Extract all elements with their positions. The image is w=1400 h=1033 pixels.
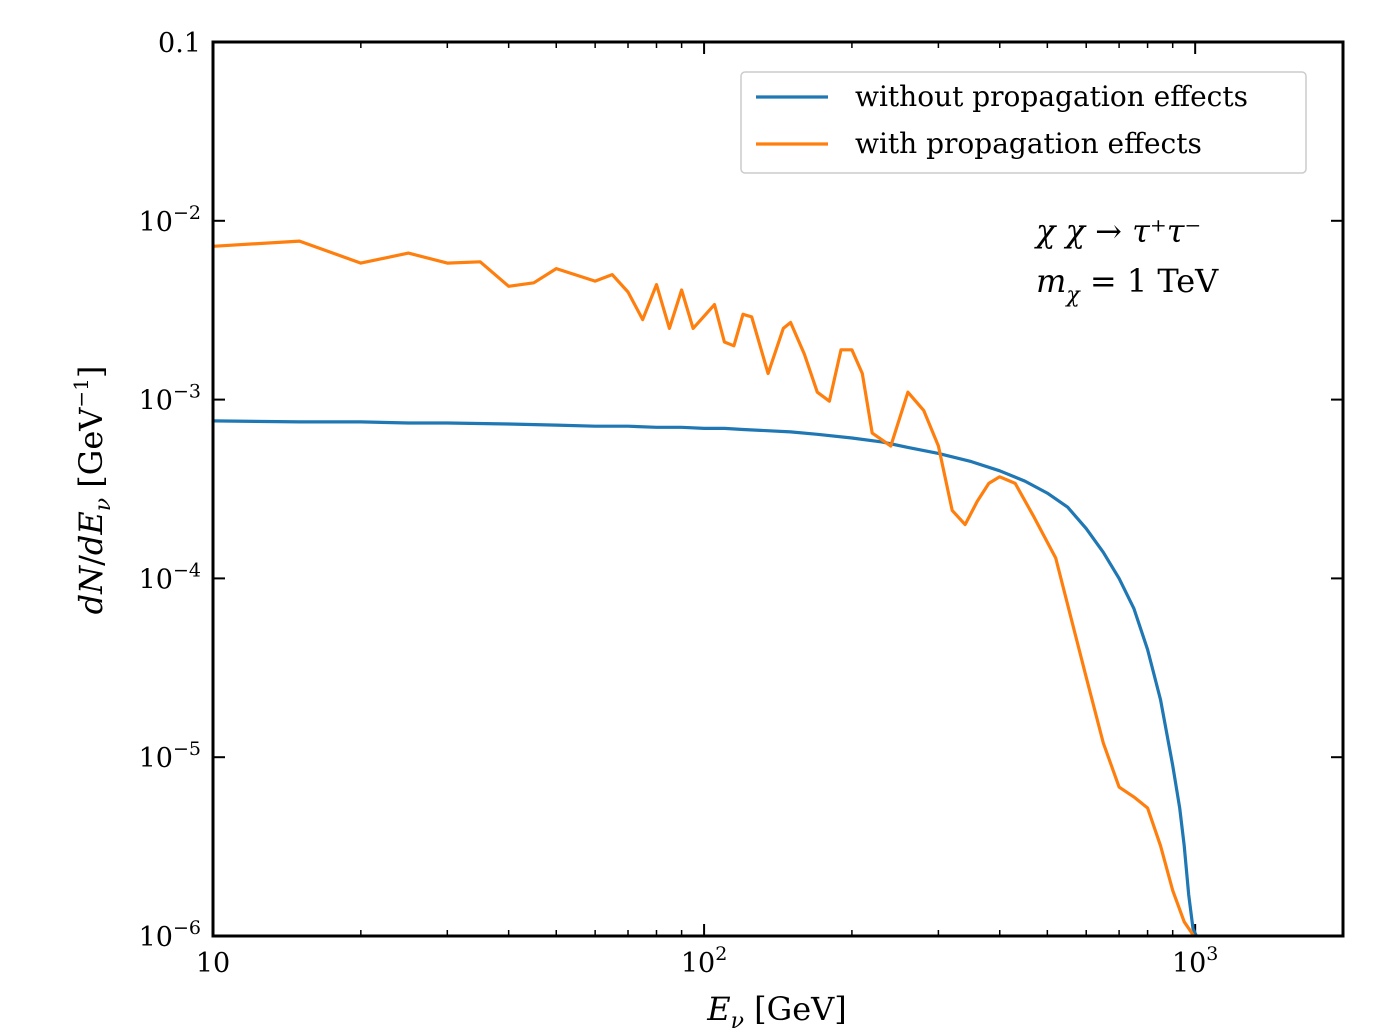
series-line-1	[213, 239, 1196, 936]
legend-box	[740, 71, 1307, 174]
annotation-mass-symbol: m	[1036, 262, 1066, 300]
plot-frame	[211, 40, 1345, 938]
annotation-process: χ χ → τ⁺τ⁻	[1034, 212, 1201, 250]
y-tick-label: 10−3	[139, 381, 201, 417]
annotation-mass-subscript: χ	[1064, 283, 1081, 308]
annotation-mass-value: = 1 TeV	[1080, 262, 1219, 300]
series-layer	[213, 239, 1199, 936]
series-line-0	[213, 419, 1199, 936]
x-axis-title: Eν [GeV]	[706, 990, 846, 1033]
annotation-mass: mχ = 1 TeV	[1036, 262, 1219, 308]
y-tick-label: 10−6	[139, 917, 201, 953]
ticks-layer: 10 102 103 0.1 10−2 10−3 10−4 10−5 10−6	[139, 28, 1343, 979]
legend-label-0: without propagation effects	[855, 80, 1248, 113]
annotation: χ χ → τ⁺τ⁻ mχ = 1 TeV	[1034, 212, 1219, 308]
y-tick-label: 10−2	[139, 202, 201, 238]
y-tick-label: 10−4	[139, 559, 201, 595]
legend-label-1: with propagation effects	[855, 127, 1202, 160]
y-tick-label: 10−5	[139, 738, 201, 774]
legend: without propagation effects with propagat…	[740, 71, 1307, 174]
x-tick-label: 103	[1172, 943, 1218, 979]
y-axis-title: dN/dEν [GeV−1]	[69, 366, 116, 615]
x-tick-label: 102	[681, 943, 727, 979]
x-tick-label: 10	[196, 948, 230, 979]
y-tick-label: 0.1	[158, 28, 201, 59]
